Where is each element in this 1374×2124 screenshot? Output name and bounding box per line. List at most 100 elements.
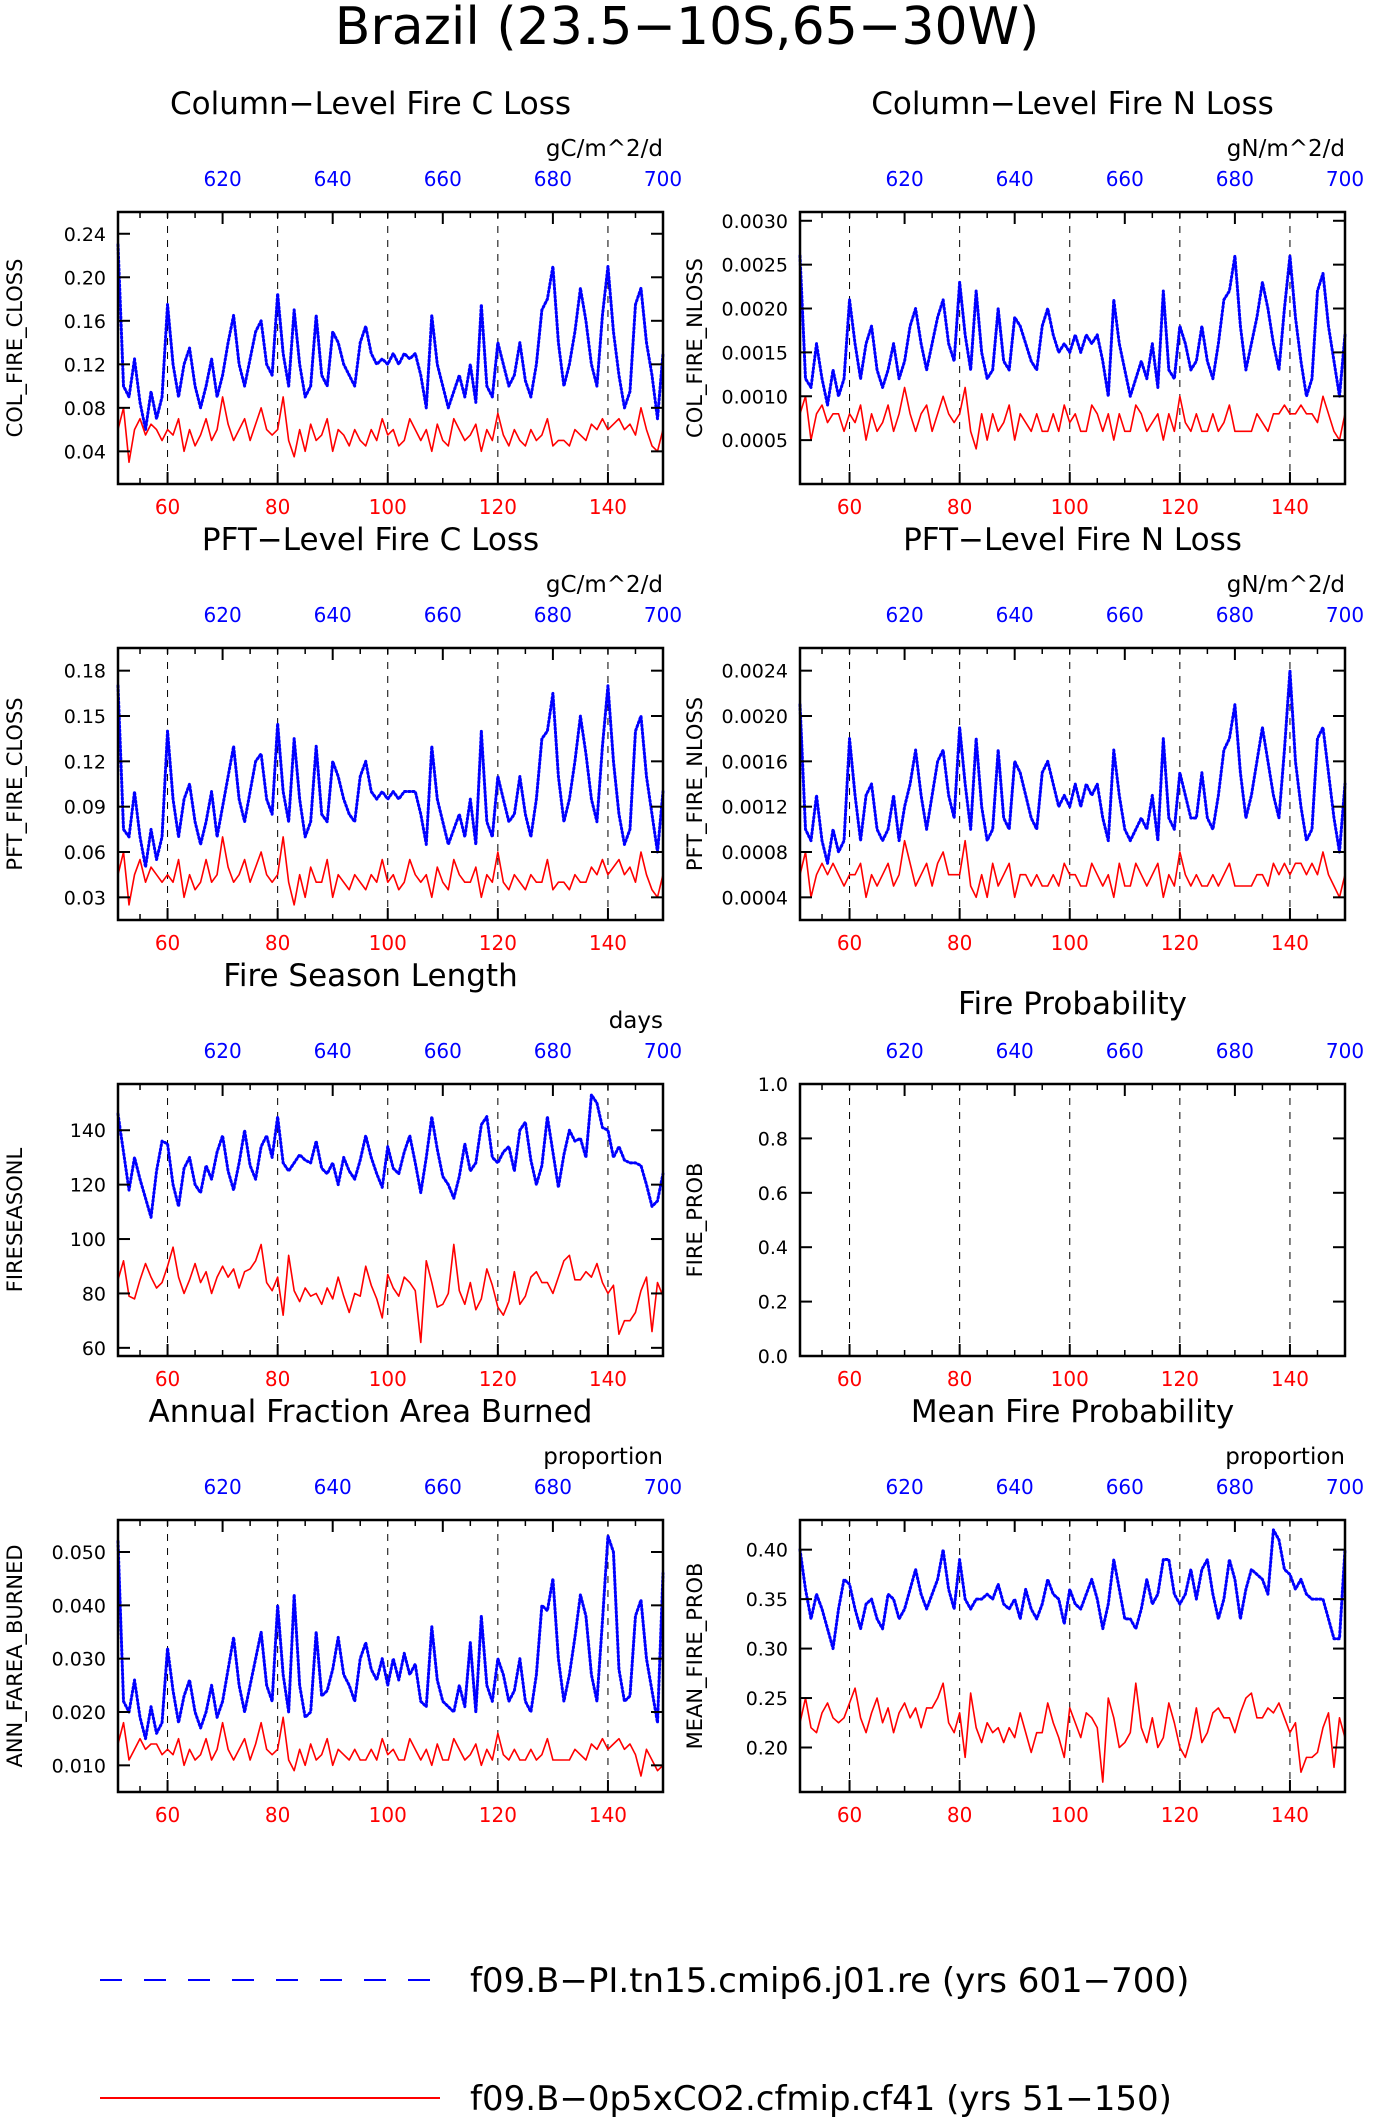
y-tick-label: 0.8: [758, 1128, 788, 1150]
y-tick-label: 0.09: [64, 797, 106, 819]
series-line-b: [117, 1243, 664, 1344]
x-top-tick-label: 680: [1216, 1475, 1254, 1499]
y-tick-label: 0.0016: [722, 751, 788, 773]
x-bottom-tick-label: 80: [947, 931, 972, 955]
y-tick-label: 0.0012: [722, 797, 788, 819]
x-bottom-tick-label: 100: [369, 931, 407, 955]
x-bottom-tick-label: 60: [837, 495, 862, 519]
x-bottom-tick-label: 60: [837, 1367, 862, 1391]
x-top-tick-label: 680: [1216, 603, 1254, 627]
x-bottom-tick-label: 80: [265, 931, 290, 955]
y-tick-label: 0.0024: [722, 661, 788, 683]
y-tick-label: 0.08: [64, 398, 106, 420]
x-bottom-tick-label: 100: [1051, 1803, 1089, 1827]
x-bottom-tick-label: 60: [155, 931, 180, 955]
x-bottom-tick-label: 120: [479, 1367, 517, 1391]
y-tick-label: 0.0008: [722, 842, 788, 864]
x-top-tick-label: 640: [996, 167, 1034, 191]
x-top-tick-label: 660: [1106, 1039, 1144, 1063]
x-top-tick-label: 640: [996, 1475, 1034, 1499]
x-bottom-tick-label: 120: [479, 1803, 517, 1827]
x-bottom-tick-label: 140: [1271, 1367, 1309, 1391]
x-bottom-tick-label: 80: [265, 1803, 290, 1827]
units-label: proportion: [543, 1444, 663, 1470]
y-tick-label: 0.30: [746, 1639, 788, 1661]
panel-fire-probability: Fire Probability 60 80 100 120 140 620 640 660 68…: [683, 986, 1364, 1391]
x-top-tick-label: 640: [314, 1039, 352, 1063]
x-top-tick-label: 620: [204, 603, 242, 627]
x-bottom-tick-label: 100: [1051, 1367, 1089, 1391]
x-bottom-tick-label: 80: [265, 495, 290, 519]
x-top-tick-label: 680: [534, 1475, 572, 1499]
x-bottom-tick-label: 100: [369, 495, 407, 519]
x-top-tick-label: 640: [314, 1475, 352, 1499]
x-top-tick-label: 620: [204, 1039, 242, 1063]
x-top-tick-label: 660: [1106, 603, 1144, 627]
x-top-tick-label: 700: [1326, 167, 1364, 191]
legend-label-series-a: f09.B−PI.tn15.cmip6.j01.re (yrs 601−700): [470, 1961, 1189, 2001]
y-tick-label: 80: [82, 1283, 106, 1305]
x-bottom-tick-label: 80: [947, 1367, 972, 1391]
series-line-a: [116, 1534, 665, 1741]
y-tick-label: 0.0020: [722, 299, 788, 321]
x-bottom-tick-label: 80: [947, 495, 972, 519]
plot-frame: [116, 210, 665, 486]
x-top-tick-label: 680: [534, 167, 572, 191]
x-bottom-tick-label: 140: [1271, 931, 1309, 955]
x-top-tick-label: 660: [1106, 1475, 1144, 1499]
plot-frame: [116, 1082, 665, 1358]
series-line-a: [798, 254, 1347, 407]
x-top-tick-label: 660: [424, 1039, 462, 1063]
x-top-tick-label: 640: [996, 1039, 1034, 1063]
x-bottom-tick-label: 140: [589, 1803, 627, 1827]
y-tick-label: 0.03: [64, 887, 106, 909]
x-bottom-tick-label: 100: [369, 1803, 407, 1827]
panel-fire-season-length: Fire Season Length days 60 80 100 120 140 620 64…: [3, 958, 682, 1391]
y-tick-label: 0.0030: [722, 211, 788, 233]
panel-pft-level-fire-n-loss: PFT−Level Fire N Loss gN/m^2/d 60 80 100 120 1…: [683, 522, 1364, 955]
x-top-tick-label: 620: [886, 1039, 924, 1063]
x-bottom-tick-label: 60: [155, 1367, 180, 1391]
units-label: gC/m^2/d: [546, 136, 663, 162]
x-top-tick-label: 620: [886, 603, 924, 627]
panel-mean-fire-probability: Mean Fire Probability proportion 60 80 100 12…: [683, 1394, 1364, 1827]
x-bottom-tick-label: 100: [1051, 931, 1089, 955]
panel-title: Mean Fire Probability: [911, 1394, 1234, 1430]
y-tick-label: 0.010: [52, 1755, 106, 1777]
x-bottom-tick-label: 100: [1051, 495, 1089, 519]
x-top-tick-label: 620: [204, 1475, 242, 1499]
x-bottom-tick-label: 120: [1161, 1367, 1199, 1391]
y-tick-label: 0.0010: [722, 386, 788, 408]
series-line-b: [799, 386, 1346, 450]
y-axis-label: COL_FIRE_CLOSS: [3, 259, 28, 438]
x-bottom-tick-label: 60: [155, 1803, 180, 1827]
x-top-tick-label: 700: [644, 603, 682, 627]
y-tick-label: 0.12: [64, 354, 106, 376]
x-bottom-tick-label: 140: [1271, 495, 1309, 519]
units-label: gN/m^2/d: [1227, 572, 1345, 598]
plot-frame: [116, 1518, 665, 1794]
y-axis-label: MEAN_FIRE_PROB: [683, 1563, 708, 1750]
y-tick-label: 0.050: [52, 1542, 106, 1564]
y-tick-label: 0.18: [64, 661, 106, 683]
series-line-b: [799, 1682, 1346, 1783]
y-tick-label: 0.15: [64, 706, 106, 728]
y-tick-label: 0.6: [758, 1183, 788, 1205]
x-bottom-tick-label: 100: [369, 1367, 407, 1391]
series-line-a: [798, 1528, 1347, 1651]
x-bottom-tick-label: 120: [1161, 495, 1199, 519]
x-top-tick-label: 700: [1326, 1039, 1364, 1063]
panel-title: Column−Level Fire N Loss: [871, 86, 1274, 122]
x-top-tick-label: 680: [534, 1039, 572, 1063]
y-tick-label: 0.20: [746, 1737, 788, 1759]
x-top-tick-label: 660: [424, 167, 462, 191]
x-top-tick-label: 680: [1216, 167, 1254, 191]
y-tick-label: 1.0: [758, 1074, 788, 1096]
y-tick-label: 0.0: [758, 1346, 788, 1368]
panel-column-level-fire-c-loss: Column−Level Fire C Loss gC/m^2/d 60 80 100 1…: [3, 86, 682, 519]
y-tick-label: 120: [70, 1175, 106, 1197]
x-top-tick-label: 640: [996, 603, 1034, 627]
x-bottom-tick-label: 140: [589, 931, 627, 955]
plot-frame: [798, 646, 1347, 922]
legend-label-series-b: f09.B−0p5xCO2.cfmip.cf41 (yrs 51−150): [470, 2079, 1172, 2119]
